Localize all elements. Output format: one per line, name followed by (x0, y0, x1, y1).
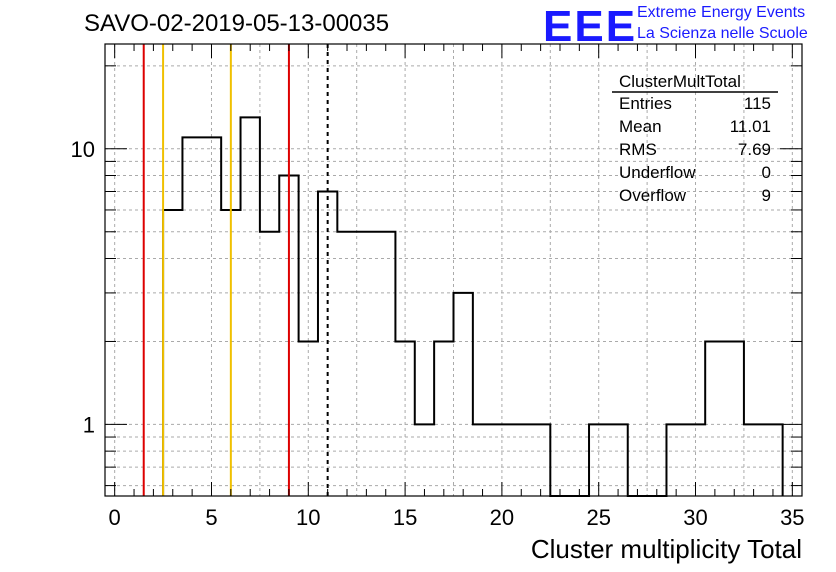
stats-label: Underflow (619, 163, 696, 182)
x-tick-label: 25 (586, 505, 610, 530)
stats-row-overflow: Overflow 9 (619, 186, 771, 206)
stats-value: 7.69 (737, 140, 771, 159)
stats-label: Mean (619, 117, 662, 136)
stats-value: 11.01 (729, 117, 771, 136)
plot-frame (104, 43, 803, 497)
x-tick-label: 5 (205, 505, 217, 530)
stats-row-underflow: Underflow 0 (619, 163, 771, 183)
stats-box-title: ClusterMultTotal (619, 72, 741, 91)
x-axis-title: Cluster multiplicity Total (530, 534, 802, 564)
y-tick-label: 10 (71, 137, 95, 162)
x-tick-label: 35 (780, 505, 804, 530)
x-tick-label: 15 (393, 505, 417, 530)
stats-row-rms: RMS 7.69 (619, 140, 771, 160)
histogram-bins (162, 116, 784, 497)
stats-value: 9 (761, 186, 771, 205)
x-tick-label: 0 (109, 505, 121, 530)
logo-line-1: Extreme Energy Events (637, 4, 806, 21)
x-tick-label: 20 (490, 505, 514, 530)
stats-row-mean: Mean 11.01 (619, 117, 771, 137)
x-tick-label: 10 (296, 505, 320, 530)
y-tick-label: 1 (83, 412, 95, 437)
chart-title: SAVO-02-2019-05-13-00035 (84, 10, 390, 37)
logo-line-2: La Scienza nelle Scuole (637, 25, 808, 42)
stats-label: RMS (619, 140, 657, 159)
eee-logo: EEE (543, 2, 638, 51)
stats-label: Overflow (619, 186, 687, 205)
x-tick-label: 30 (683, 505, 707, 530)
stats-value: 0 (761, 163, 771, 182)
stats-value: 115 (743, 94, 771, 113)
stats-row-entries: Entries 115 (619, 94, 771, 114)
stats-label: Entries (619, 94, 672, 113)
